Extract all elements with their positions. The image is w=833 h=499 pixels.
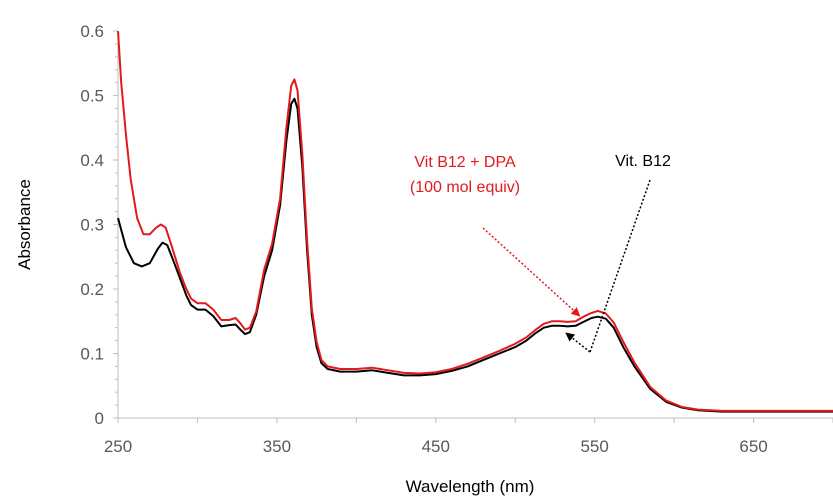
y-tick-label: 0.4: [80, 151, 104, 170]
y-tick-label: 0.2: [80, 280, 104, 299]
y-tick-label: 0.5: [80, 87, 104, 106]
y-axis-title: Absorbance: [15, 179, 34, 270]
annotation-line: Vit. B12: [615, 153, 671, 170]
y-tick-label: 0.6: [80, 22, 104, 41]
y-tick-label: 0.1: [80, 345, 104, 364]
series-line-1: [117, 30, 833, 412]
x-axis: 250 350 450 550 650: [104, 417, 833, 456]
y-axis: 0 0.1 0.2 0.3 0.4 0.5 0.6: [80, 22, 119, 428]
annotation-label: Vit B12 + DPA (100 mol equiv): [410, 154, 520, 196]
x-tick-label: 550: [580, 437, 608, 456]
annotation-arrow-black: [565, 332, 591, 353]
x-tick-label: 250: [104, 437, 132, 456]
x-tick-label: 450: [422, 437, 450, 456]
series-line-0: [117, 97, 833, 413]
annotation-label: Vit. B12: [615, 153, 671, 170]
x-tick-label: 350: [263, 437, 291, 456]
annotation-arrow-red: [482, 227, 581, 317]
series-layer: [117, 30, 833, 413]
annotation-line: (100 mol equiv): [410, 179, 520, 196]
y-tick-label: 0: [95, 409, 104, 428]
annotation-leader-black: [589, 179, 651, 353]
x-tick-label: 650: [739, 437, 767, 456]
annotation-layer: Vit B12 + DPA (100 mol equiv) Vit. B12: [410, 153, 671, 353]
annotation-line: Vit B12 + DPA: [414, 154, 516, 171]
y-tick-label: 0.3: [80, 216, 104, 235]
x-axis-title: Wavelength (nm): [406, 477, 535, 496]
